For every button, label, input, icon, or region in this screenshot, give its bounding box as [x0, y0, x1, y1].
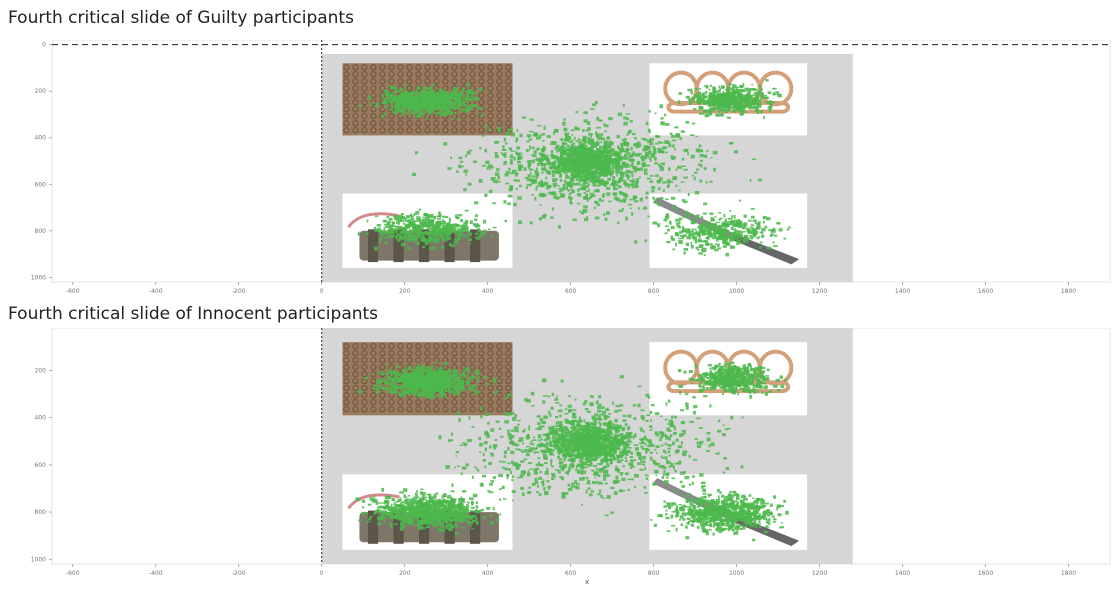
x-tick-label: 200 [399, 570, 411, 577]
y-tick-label: 1000 [31, 274, 46, 281]
x-tick-label: 1000 [729, 288, 744, 295]
y-tick-label: 800 [35, 228, 47, 235]
x-tick-label: 1400 [895, 288, 910, 295]
y-tick-label: 1000 [31, 556, 46, 563]
x-tick-label: 1400 [895, 570, 910, 577]
x-tick-label: 1600 [978, 288, 993, 295]
guilty-panel: Fourth critical slide of Guilty particip… [0, 0, 1116, 296]
x-tick-label: 400 [482, 570, 494, 577]
x-tick-label: 800 [648, 288, 660, 295]
innocent-panel: Fourth critical slide of Innocent partic… [0, 296, 1116, 598]
y-tick-label: 600 [35, 462, 47, 469]
x-tick-label: 1000 [729, 570, 744, 577]
x-tick-label: 400 [482, 288, 494, 295]
x-tick-label: -400 [149, 288, 163, 295]
chart-title: Fourth critical slide of Innocent partic… [8, 304, 379, 324]
x-tick-label: 0 [320, 288, 324, 295]
x-tick-label: 1800 [1061, 288, 1076, 295]
y-tick-label: 600 [35, 181, 47, 188]
x-tick-label: 1600 [978, 570, 993, 577]
innocent-plot: -600 -400 -200 0 200 400 600 800 1000 1200 1400 160… [31, 328, 1111, 586]
x-tick-label: 0 [320, 570, 324, 577]
x-tick-label: -200 [232, 570, 246, 577]
x-tick-label: 600 [565, 288, 577, 295]
x-tick-label: -200 [232, 288, 246, 295]
x-tick-label: 1800 [1061, 570, 1076, 577]
y-tick-label: 400 [35, 415, 47, 422]
chart-title: Fourth critical slide of Guilty particip… [8, 8, 354, 28]
x-tick-label: -600 [66, 288, 80, 295]
gaze-points [355, 361, 789, 542]
guilty-plot: -600 -400 -200 0 200 400 600 800 1000 1200 1400 160… [31, 40, 1111, 295]
rolled-cloth-icon [342, 193, 513, 269]
x-tick-label: -600 [66, 570, 80, 577]
x-tick-label: 1200 [812, 288, 827, 295]
y-tick-label: 0 [42, 42, 46, 49]
x-tick-label: 200 [399, 288, 411, 295]
y-tick-label: 200 [35, 88, 47, 95]
x-tick-label: 600 [565, 570, 577, 577]
knuckle-duster-icon [649, 342, 808, 416]
y-tick-label: 800 [35, 509, 47, 516]
x-axis-label: x [585, 578, 589, 586]
y-tick-label: 200 [35, 367, 47, 374]
x-tick-label: -400 [149, 570, 163, 577]
y-tick-label: 400 [35, 135, 47, 142]
gaze-points [357, 78, 791, 257]
x-tick-label: 1200 [812, 570, 827, 577]
x-tick-label: 800 [648, 570, 660, 577]
